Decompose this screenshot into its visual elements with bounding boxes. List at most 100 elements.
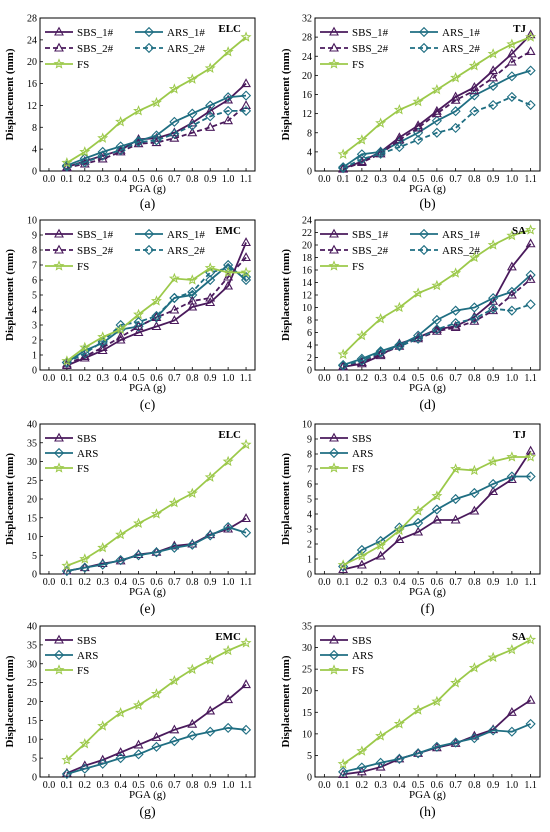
x-tick-label: 1.0 [222, 780, 235, 791]
data-point-ARS_2# [79, 348, 90, 359]
data-point-ARS_2# [469, 106, 480, 117]
chart-panel-2: 0.0 0.1 0.2 0.3 0.4 0.5 0.6 0.7 0.8 0.9 1.0 1.1 0 4 8 1… [280, 14, 541, 212]
x-tick-label: 0.5 [132, 780, 145, 791]
data-point-SBS [133, 739, 144, 749]
data-point-FS [468, 662, 480, 673]
x-tick-label: 0.2 [356, 780, 369, 791]
y-tick-label: 1 [32, 351, 37, 362]
data-point-FS [204, 62, 216, 73]
legend-marker [54, 42, 64, 52]
x-tick-label: 0.6 [431, 780, 444, 791]
data-point-ARS_1# [151, 130, 162, 141]
data-point-FS [150, 688, 162, 699]
data-point-ARS_1# [169, 116, 180, 127]
x-tick-label: 1.0 [506, 780, 519, 791]
y-tick-label: 5 [32, 754, 37, 765]
data-point-SBS_2# [431, 108, 442, 118]
data-point-ARS [151, 741, 162, 752]
series-line-FS [342, 36, 531, 155]
data-point-ARS_2# [240, 105, 252, 116]
data-point-SBS_1# [205, 297, 216, 307]
plot-frame [314, 17, 541, 172]
x-tick-label: 0.3 [374, 780, 387, 791]
x-tick-label: 0.6 [431, 373, 444, 384]
x-tick-label: 0.3 [96, 780, 109, 791]
data-point-FS [506, 38, 518, 49]
data-point-ARS_1# [375, 146, 386, 157]
y-tick-label: 12 [302, 291, 312, 302]
data-point-SBS [205, 705, 216, 715]
legend-entry: ARS_2# [442, 43, 480, 55]
legend-entry: ARS [77, 650, 98, 662]
data-point-ARS [115, 555, 126, 566]
data-point-FS [468, 60, 480, 71]
y-tick-label: 8 [32, 246, 37, 257]
data-point-ARS [79, 763, 90, 774]
series-line-FS [342, 456, 531, 566]
x-tick-label: 1.0 [222, 373, 235, 384]
y-tick-label: 16 [27, 79, 37, 90]
data-point-SBS_2# [394, 340, 405, 350]
site-label: ELC [218, 429, 241, 441]
series-line-SBS_1# [342, 243, 532, 368]
data-point-ARS_2# [450, 122, 461, 134]
data-point-FS [168, 272, 180, 284]
x-tick-label: 0.4 [114, 373, 127, 384]
y-tick-label: 6 [32, 276, 37, 287]
plot-frame [314, 423, 541, 575]
data-point-SBS_2# [506, 56, 517, 66]
x-tick-label: 0.6 [150, 174, 163, 185]
x-tick-label: 0.1 [61, 780, 74, 791]
y-axis-label: Displacement (mm) [4, 453, 16, 545]
site-label: EMC [215, 225, 241, 237]
x-tick-label: 0.9 [204, 373, 217, 384]
legend: SBS_1# ARS_1# SBS_2# ARS_2# FS [45, 228, 205, 273]
chart-panel-5: 0.0 0.1 0.2 0.3 0.4 0.5 0.6 0.7 0.8 0.9 1.0 1.1 0 5 10… [4, 420, 256, 617]
data-point-SBS_2# [205, 292, 216, 302]
legend-entry: SBS [352, 433, 372, 445]
y-tick-label: 4 [307, 341, 312, 352]
legend-entry: FS [352, 463, 364, 475]
y-axis-label: Displacement (mm) [4, 655, 16, 747]
data-point-ARS_2# [356, 355, 367, 366]
data-point-ARS_1# [338, 162, 349, 173]
y-axis-label: Displacement (mm) [280, 453, 292, 545]
legend-marker [143, 244, 155, 256]
series-line-ARS_2# [342, 95, 531, 169]
data-point-ARS_1# [525, 269, 536, 281]
legend-marker [143, 26, 155, 38]
panel-caption: (d) [419, 398, 436, 413]
data-point-FS [168, 674, 180, 686]
x-tick-label: 0.5 [412, 780, 425, 791]
legend-marker [329, 634, 339, 644]
x-tick-label: 0.0 [43, 577, 56, 588]
data-point-SBS_1# [151, 321, 162, 331]
data-point-ARS [450, 737, 461, 748]
data-point-ARS [469, 733, 480, 744]
data-point-FS [150, 295, 162, 306]
x-tick-label: 0.6 [150, 577, 163, 588]
data-point-ARS_2# [488, 99, 499, 111]
x-tick-label: 0.7 [168, 780, 181, 791]
series-line-ARS [342, 475, 531, 568]
legend-entry: SBS_2# [352, 43, 389, 55]
y-tick-label: 30 [302, 643, 312, 654]
x-tick-label: 0.2 [79, 780, 92, 791]
x-tick-label: 1.0 [506, 577, 519, 588]
x-tick-label: 0.9 [204, 577, 217, 588]
data-point-ARS_2# [169, 128, 180, 139]
x-tick-label: 0.8 [468, 780, 481, 791]
x-tick-label: 1.0 [506, 373, 519, 384]
data-point-ARS_2# [187, 286, 198, 298]
y-tick-label: 22 [302, 228, 312, 239]
y-tick-label: 5 [32, 551, 37, 562]
data-point-ARS_2# [187, 120, 198, 131]
data-point-ARS [356, 544, 367, 556]
data-point-SBS_2# [469, 85, 480, 95]
data-point-ARS_2# [133, 316, 144, 328]
y-tick-label: 40 [27, 420, 37, 431]
x-tick-label: 0.1 [337, 577, 350, 588]
legend-marker [143, 228, 155, 240]
legend-entry: SBS_1# [352, 27, 389, 39]
data-point-FS [168, 83, 180, 94]
